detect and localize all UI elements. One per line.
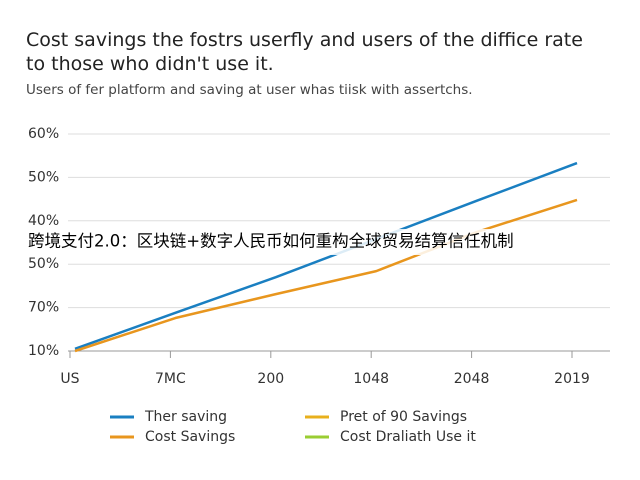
x-tick-label: 7MC: [155, 371, 186, 387]
x-tick-label: US: [60, 371, 79, 387]
x-tick-label: 200: [257, 371, 284, 387]
y-tick-label: 70%: [28, 300, 59, 316]
y-tick-label: 50%: [28, 169, 59, 185]
y-tick-label: 50%: [28, 256, 59, 272]
legend-label: Cost Savings: [145, 429, 235, 445]
legend-label: Cost Draliath Use it: [340, 429, 476, 445]
legend-label: Pret of 90 Savings: [340, 409, 467, 425]
y-tick-label: 60%: [28, 126, 59, 142]
y-tick-label: 10%: [28, 343, 59, 359]
chart-title: Cost savings the fostrs userfly and user…: [26, 29, 583, 75]
legend-label: Ther saving: [144, 409, 227, 425]
overlay-background: [0, 229, 640, 255]
x-tick-label: 2048: [454, 371, 490, 387]
y-tick-label: 40%: [28, 213, 59, 229]
data-line: [74, 198, 578, 353]
chart-subtitle: Users of fer platform and saving at user…: [26, 82, 473, 98]
data-line: [74, 161, 578, 351]
x-tick-label: 1048: [353, 371, 389, 387]
x-tick-label: 2019: [554, 371, 590, 387]
overlay-text: 跨境支付2.0：区块链+数字人民币如何重构全球贸易结算信任机制: [28, 232, 514, 251]
